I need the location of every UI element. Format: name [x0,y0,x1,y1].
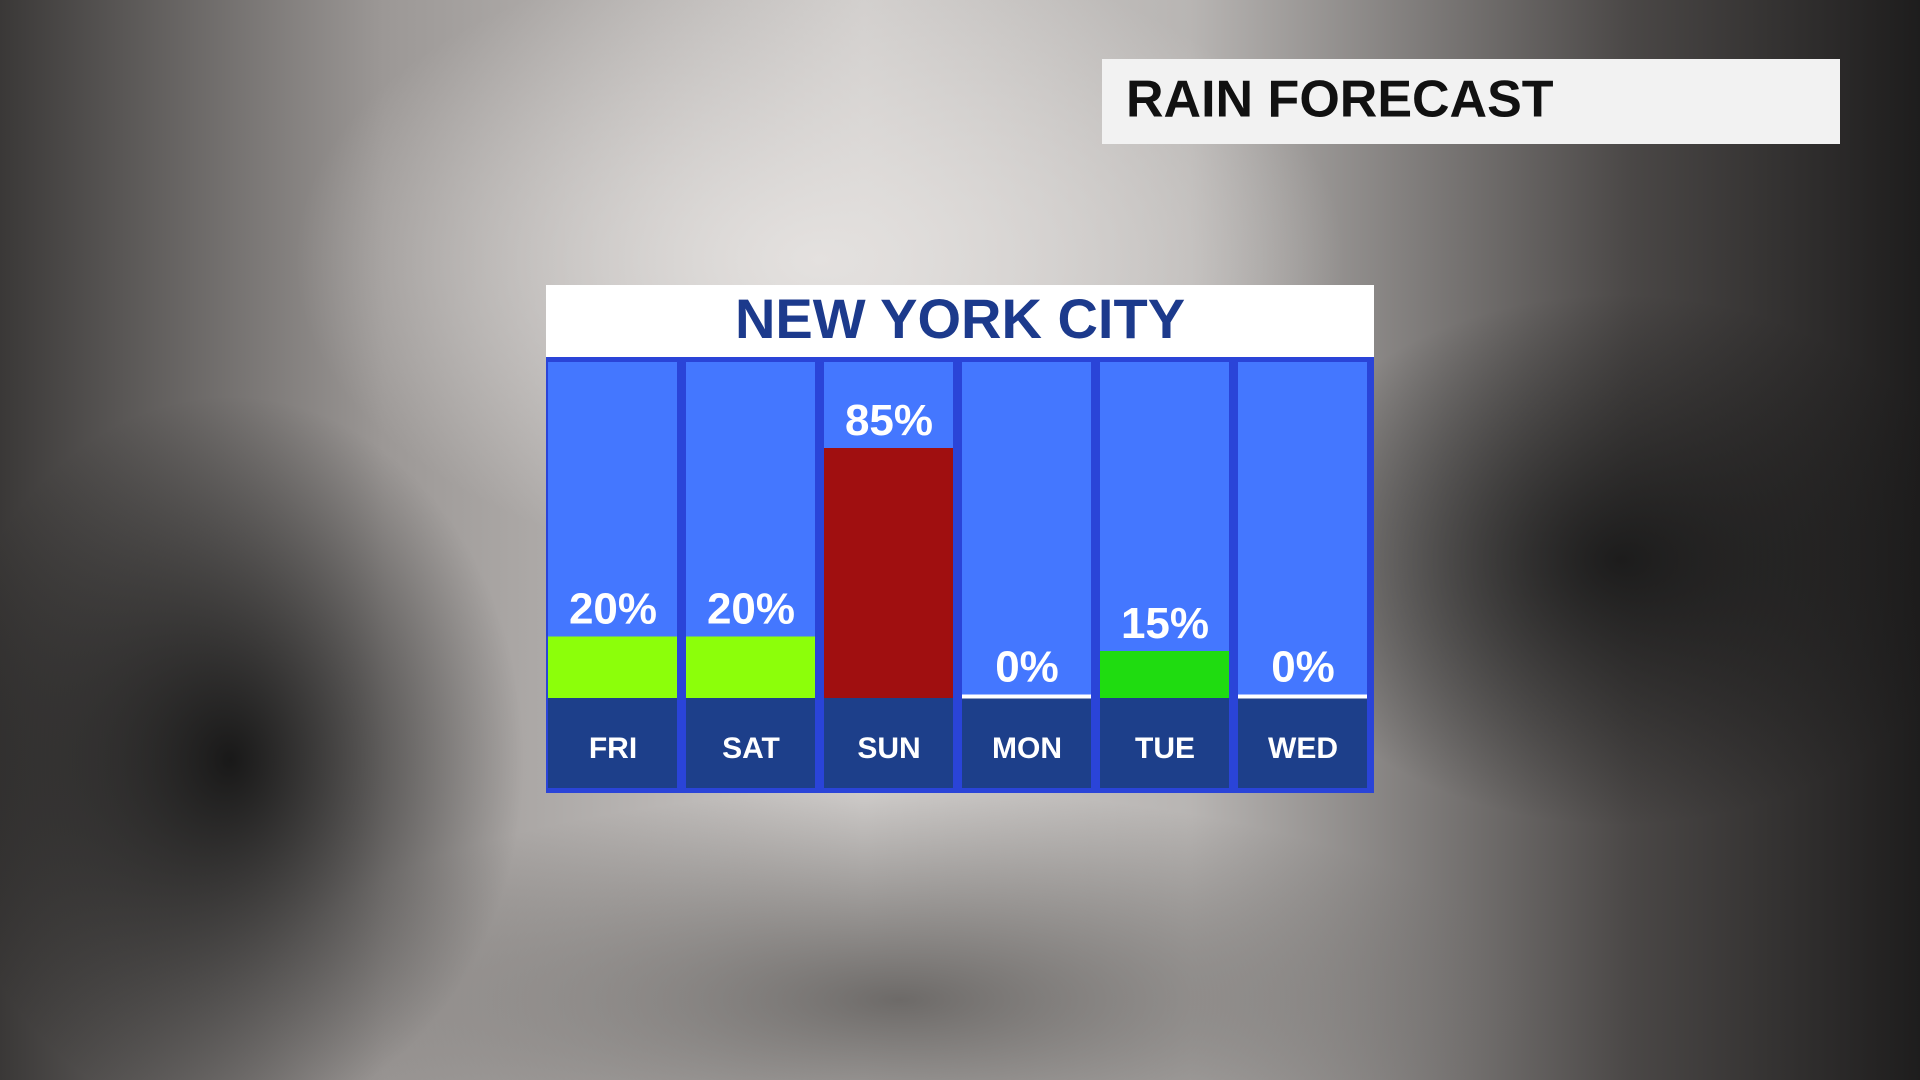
day-label: WED [1268,732,1338,765]
value-label: 85% [845,396,933,445]
value-label: 15% [1121,599,1209,648]
header-title: RAIN FORECAST [1126,71,1554,129]
value-label: 0% [1271,643,1335,692]
column-bg [1100,362,1229,698]
bar [1100,654,1229,698]
bar [548,640,677,698]
column-bg [1238,362,1367,698]
column-bg [962,362,1091,698]
day-label: SUN [857,732,920,765]
panel-title-band [546,285,1374,359]
day-band [548,698,677,788]
value-label: 20% [707,585,795,634]
day-band [1100,698,1229,788]
bar [686,640,815,698]
day-band [1238,698,1367,788]
day-label: MON [992,732,1062,765]
value-label: 20% [569,585,657,634]
chart-title: NEW YORK CITY [735,287,1185,350]
day-band [962,698,1091,788]
day-label: SAT [722,732,780,765]
bar [824,451,953,698]
day-label: FRI [589,732,637,765]
panel-frame [546,357,1374,793]
day-band [824,698,953,788]
day-band [686,698,815,788]
value-label: 0% [995,643,1059,692]
header-box [1102,59,1840,144]
day-label: TUE [1135,732,1195,765]
